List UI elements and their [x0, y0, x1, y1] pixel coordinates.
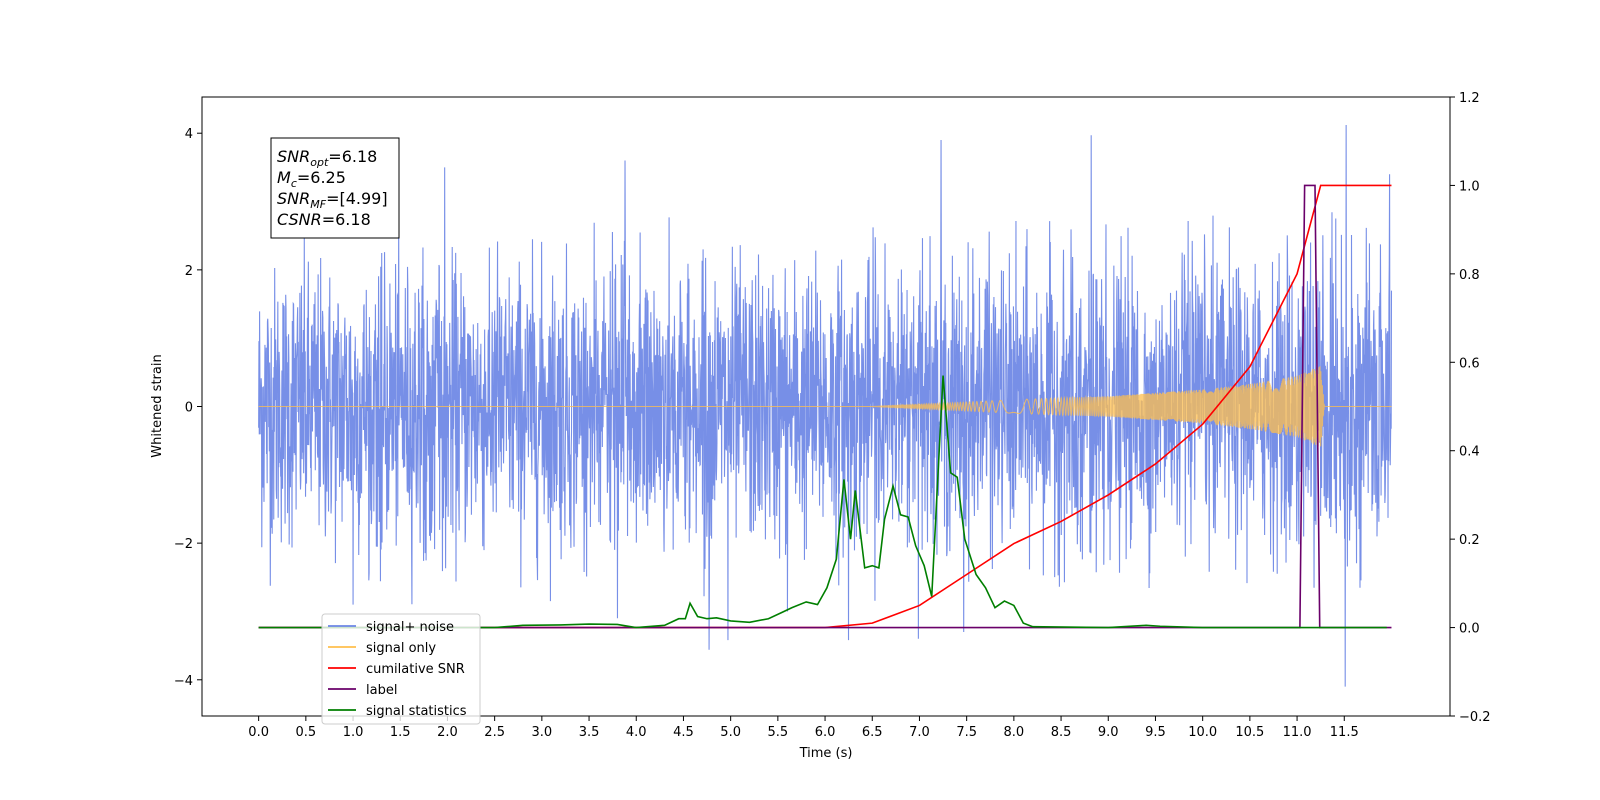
legend-frame — [321, 613, 481, 725]
x-tick-label: 7.5 — [956, 725, 977, 740]
y-tick-label: 0 — [185, 401, 193, 416]
y2-tick-label: 0.0 — [1459, 622, 1480, 637]
series-line-signal-statistics — [258, 375, 1387, 629]
legend-label: cumilative SNR — [366, 662, 465, 677]
x-tick-label: 0.0 — [248, 725, 269, 740]
y-axis-left: −4 −2 0 2 4 — [174, 127, 202, 689]
y-tick-label: 4 — [185, 127, 193, 142]
x-tick-label: 2.0 — [437, 725, 458, 740]
x-tick-label: 9.5 — [1145, 725, 1166, 740]
x-tick-label: 11.5 — [1330, 725, 1359, 740]
x-tick-label: 3.5 — [579, 725, 600, 740]
x-tick-label: 6.5 — [862, 725, 883, 740]
x-tick-label: 5.5 — [768, 725, 789, 740]
series-line-cumilative-snr — [258, 184, 1392, 629]
legend-label: label — [366, 683, 397, 698]
plot-layer — [258, 125, 1393, 687]
y-axis-right: −0.2 0.0 0.2 0.4 0.6 0.8 1.0 1.2 — [1450, 91, 1491, 725]
x-tick-label: 10.0 — [1188, 725, 1217, 740]
x-tick-label: 8.0 — [1004, 725, 1025, 740]
x-tick-label: 1.0 — [343, 725, 364, 740]
x-tick-label: 9.0 — [1098, 725, 1119, 740]
x-tick-label: 0.5 — [295, 725, 316, 740]
y-tick-label: 2 — [185, 264, 193, 279]
x-axis-title: Time (s) — [799, 746, 853, 761]
y-axis-title: Whitened strain — [150, 354, 165, 457]
y2-tick-label: −0.2 — [1459, 710, 1491, 725]
x-tick-label: 1.5 — [390, 725, 411, 740]
x-axis: 0.0 0.5 1.0 1.5 2.0 2.5 3.0 3.5 4.0 4.5 5.0 5.5 6.0 6… — [248, 716, 1359, 740]
y2-tick-label: 0.2 — [1459, 533, 1480, 548]
x-tick-label: 6.0 — [815, 725, 836, 740]
legend: signal+ noise signal only cumilative SNR la… — [321, 613, 481, 725]
annotation-line: Mc=6.25 — [277, 168, 346, 190]
y2-tick-label: 0.8 — [1459, 268, 1480, 283]
y2-tick-label: 1.0 — [1459, 179, 1480, 194]
annotation-line: CSNR=6.18 — [277, 210, 371, 229]
annotation-line: SNRMF=[4.99] — [277, 189, 388, 211]
x-tick-label: 10.5 — [1235, 725, 1264, 740]
y2-tick-label: 0.6 — [1459, 356, 1480, 371]
series-line-signal-only — [258, 366, 1392, 447]
y-tick-label: −4 — [174, 674, 193, 689]
annotation-frame — [270, 137, 400, 239]
x-tick-label: 4.0 — [626, 725, 647, 740]
x-tick-label: 7.0 — [909, 725, 930, 740]
legend-label: signal+ noise — [366, 620, 454, 635]
x-tick-label: 11.0 — [1283, 725, 1312, 740]
x-tick-label: 4.5 — [673, 725, 694, 740]
x-tick-label: 2.5 — [484, 725, 505, 740]
x-tick-label: 5.0 — [720, 725, 741, 740]
x-tick-label: 3.0 — [532, 725, 553, 740]
annotation-line: SNRopt=6.18 — [277, 147, 377, 169]
y2-tick-label: 0.4 — [1459, 445, 1480, 460]
legend-label: signal only — [366, 641, 436, 656]
legend-label: signal statistics — [366, 704, 467, 719]
y2-tick-label: 1.2 — [1459, 91, 1480, 106]
x-tick-label: 8.5 — [1051, 725, 1072, 740]
y-tick-label: −2 — [174, 537, 193, 552]
